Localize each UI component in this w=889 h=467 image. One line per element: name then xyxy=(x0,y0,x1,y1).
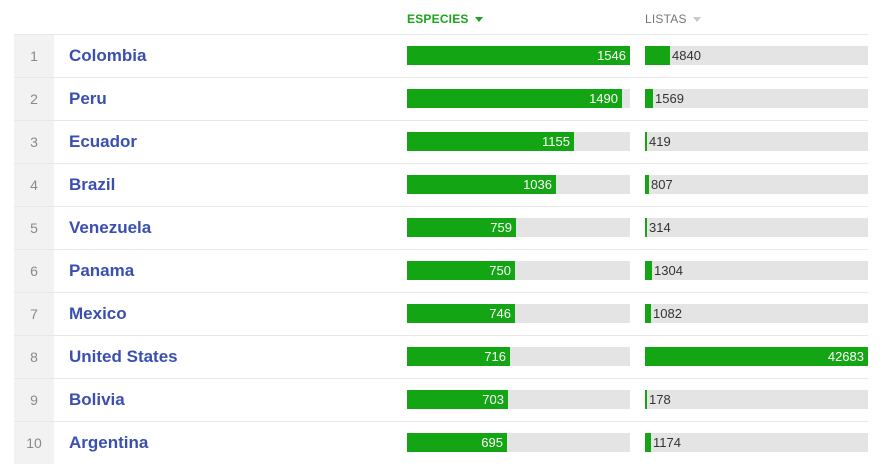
country-link[interactable]: Panama xyxy=(69,261,135,280)
sort-down-icon xyxy=(474,16,483,22)
lists-value: 1569 xyxy=(655,91,684,106)
species-bar-track: 1036 xyxy=(407,175,630,194)
country-link[interactable]: Ecuador xyxy=(69,132,138,151)
rank-number: 1 xyxy=(14,35,54,77)
lists-column-header[interactable]: LISTAS xyxy=(645,12,701,26)
rank-number: 3 xyxy=(14,121,54,163)
country-link[interactable]: Mexico xyxy=(69,304,127,323)
lists-value: 4840 xyxy=(672,48,701,63)
species-bar xyxy=(407,46,630,65)
lists-bar xyxy=(645,175,649,194)
species-bar xyxy=(407,132,574,151)
table-row: 8 United States 716 42683 xyxy=(14,335,868,378)
species-bar-track: 716 xyxy=(407,347,630,366)
species-value: 716 xyxy=(484,349,506,364)
lists-bar xyxy=(645,132,647,151)
species-bar xyxy=(407,89,622,108)
species-value: 1546 xyxy=(597,48,626,63)
species-value: 1490 xyxy=(589,91,618,106)
lists-bar-track: 1082 xyxy=(645,304,868,323)
species-column-header[interactable]: ESPECIES xyxy=(407,12,483,26)
lists-value: 419 xyxy=(649,134,671,149)
lists-bar-track: 807 xyxy=(645,175,868,194)
lists-header-label: LISTAS xyxy=(645,12,687,26)
lists-value: 807 xyxy=(651,177,673,192)
table-row: 5 Venezuela 759 314 xyxy=(14,206,868,249)
table-row: 7 Mexico 746 1082 xyxy=(14,292,868,335)
country-link[interactable]: Colombia xyxy=(69,46,147,65)
lists-bar xyxy=(645,218,647,237)
lists-bar xyxy=(645,89,653,108)
lists-value: 1082 xyxy=(653,306,682,321)
table-header: ESPECIES LISTAS xyxy=(0,0,889,34)
ranking-table: 1 Colombia 1546 4840 2 Peru 1490 1569 3 Ecuador 11… xyxy=(14,34,868,464)
table-row: 1 Colombia 1546 4840 xyxy=(14,34,868,77)
species-value: 746 xyxy=(489,306,511,321)
species-value: 695 xyxy=(481,435,503,450)
sort-down-icon xyxy=(692,16,701,22)
species-bar xyxy=(407,347,510,366)
rank-number: 10 xyxy=(14,422,54,464)
table-row: 10 Argentina 695 1174 xyxy=(14,421,868,464)
lists-value: 42683 xyxy=(827,349,864,364)
species-bar xyxy=(407,304,515,323)
table-row: 9 Bolivia 703 178 xyxy=(14,378,868,421)
rank-number: 8 xyxy=(14,336,54,378)
lists-bar xyxy=(645,261,652,280)
species-bar xyxy=(407,261,515,280)
lists-bar-track: 314 xyxy=(645,218,868,237)
lists-bar-track: 1304 xyxy=(645,261,868,280)
lists-bar-track: 1174 xyxy=(645,433,868,452)
species-bar-track: 695 xyxy=(407,433,630,452)
country-link[interactable]: Peru xyxy=(69,89,107,108)
country-link[interactable]: Venezuela xyxy=(69,218,152,237)
lists-value: 1174 xyxy=(653,435,681,450)
rank-number: 9 xyxy=(14,379,54,421)
lists-value: 1304 xyxy=(654,263,683,278)
lists-bar-track: 42683 xyxy=(645,347,868,366)
species-value: 703 xyxy=(482,392,504,407)
lists-bar xyxy=(645,347,868,366)
rank-number: 2 xyxy=(14,78,54,120)
species-bar-track: 746 xyxy=(407,304,630,323)
species-value: 750 xyxy=(489,263,511,278)
species-bar xyxy=(407,218,516,237)
species-bar xyxy=(407,175,556,194)
rank-number: 5 xyxy=(14,207,54,249)
species-bar-track: 1546 xyxy=(407,46,630,65)
species-bar-track: 703 xyxy=(407,390,630,409)
lists-bar xyxy=(645,433,651,452)
species-bar-track: 1155 xyxy=(407,132,630,151)
country-link[interactable]: Argentina xyxy=(69,433,149,452)
table-row: 6 Panama 750 1304 xyxy=(14,249,868,292)
lists-bar-track: 419 xyxy=(645,132,868,151)
lists-bar xyxy=(645,390,647,409)
country-link[interactable]: United States xyxy=(69,347,178,366)
table-row: 3 Ecuador 1155 419 xyxy=(14,120,868,163)
lists-bar-track: 1569 xyxy=(645,89,868,108)
country-link[interactable]: Bolivia xyxy=(69,390,125,409)
lists-bar-track: 4840 xyxy=(645,46,868,65)
species-bar xyxy=(407,433,507,452)
species-bar-track: 1490 xyxy=(407,89,630,108)
country-link[interactable]: Brazil xyxy=(69,175,116,194)
lists-bar xyxy=(645,46,670,65)
species-bar xyxy=(407,390,508,409)
rank-number: 4 xyxy=(14,164,54,206)
rank-number: 7 xyxy=(14,293,54,335)
table-row: 2 Peru 1490 1569 xyxy=(14,77,868,120)
lists-value: 314 xyxy=(649,220,671,235)
table-row: 4 Brazil 1036 807 xyxy=(14,163,868,206)
rank-number: 6 xyxy=(14,250,54,292)
species-value: 1155 xyxy=(542,134,570,149)
lists-bar-track: 178 xyxy=(645,390,868,409)
lists-value: 178 xyxy=(649,392,671,407)
lists-bar xyxy=(645,304,651,323)
species-value: 759 xyxy=(490,220,512,235)
species-value: 1036 xyxy=(523,177,552,192)
species-bar-track: 759 xyxy=(407,218,630,237)
species-header-label: ESPECIES xyxy=(407,12,469,26)
species-bar-track: 750 xyxy=(407,261,630,280)
